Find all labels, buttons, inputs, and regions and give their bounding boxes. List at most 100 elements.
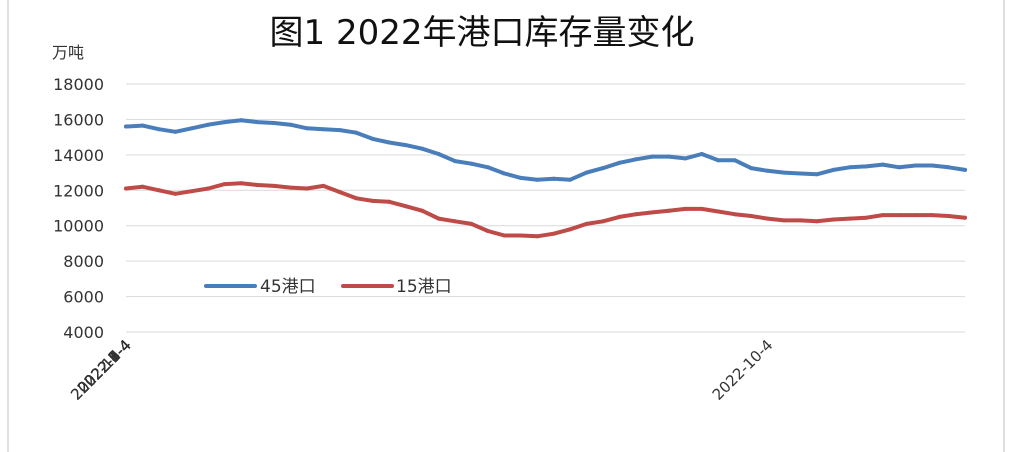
y-tick-label: 6000 (63, 288, 104, 307)
data-point (255, 120, 260, 125)
gridlines (126, 83, 965, 333)
data-point (617, 214, 622, 219)
data-point (732, 212, 737, 217)
data-point (584, 170, 589, 175)
data-point (420, 146, 425, 151)
data-point (518, 233, 523, 238)
data-point (634, 212, 638, 217)
data-point (222, 120, 227, 125)
data-point (568, 177, 573, 182)
y-tick-label: 8000 (63, 252, 104, 271)
data-point (370, 136, 375, 141)
data-point (765, 216, 770, 221)
data-point (683, 206, 688, 211)
x-tick-label: 2022-10-4 (709, 336, 777, 404)
data-point (749, 214, 754, 218)
data-point (387, 140, 392, 145)
y-axis-ticks: 4000 6000 8000 10000 12000 14000 16000 18000 (53, 75, 104, 342)
data-point (666, 208, 671, 213)
data-point (601, 166, 606, 171)
data-point (206, 186, 211, 191)
data-point (634, 157, 638, 162)
data-point (930, 163, 935, 168)
data-point (782, 218, 786, 223)
y-tick-label: 12000 (53, 181, 104, 200)
data-point (716, 209, 721, 214)
data-point (403, 143, 408, 148)
data-point (436, 216, 441, 221)
y-tick-label: 4000 (63, 323, 104, 342)
data-point (699, 152, 704, 156)
data-point (831, 217, 836, 222)
data-point (666, 154, 671, 159)
data-point (847, 216, 852, 221)
data-point (156, 188, 161, 193)
data-point (601, 219, 606, 224)
data-point (222, 182, 227, 187)
data-point (897, 213, 902, 218)
data-point (617, 160, 622, 165)
y-axis-unit: 万吨 (52, 43, 84, 62)
data-point (880, 162, 885, 167)
data-point (420, 208, 425, 213)
data-point (502, 233, 507, 238)
data-point (239, 181, 244, 186)
data-point (206, 122, 211, 127)
data-point (518, 175, 523, 180)
data-point (124, 186, 128, 191)
data-point (403, 204, 408, 209)
data-point (847, 165, 852, 170)
data-point (288, 185, 293, 190)
data-point (354, 130, 359, 135)
data-point (140, 123, 145, 128)
data-point (387, 199, 392, 204)
data-point (189, 126, 194, 131)
data-point (124, 124, 128, 129)
chart-title: 图1 2022年港口库存量变化 (270, 13, 695, 53)
y-tick-label: 14000 (53, 146, 104, 165)
data-point (551, 231, 556, 236)
data-point (321, 127, 326, 132)
data-point (354, 196, 359, 201)
data-point (814, 172, 819, 177)
data-point (880, 213, 885, 218)
data-point (255, 183, 260, 187)
data-point (963, 167, 967, 172)
data-point (485, 229, 490, 233)
data-point (288, 122, 293, 127)
data-point (321, 183, 326, 188)
legend: 45港口 15港口 (204, 277, 452, 297)
data-point (502, 171, 507, 176)
x-axis-ticks: 2022-1-42022-2-42022-3-42022-4-42022-5-4… (67, 336, 776, 404)
series-line-1 (124, 118, 967, 182)
data-point (535, 234, 540, 239)
data-point (337, 128, 342, 133)
data-point (140, 184, 145, 189)
data-point (913, 213, 918, 218)
data-point (239, 118, 244, 123)
data-point (814, 219, 819, 224)
data-point (173, 129, 178, 134)
data-point (189, 189, 194, 194)
data-point (305, 126, 309, 131)
y-tick-label: 18000 (53, 75, 104, 94)
data-point (173, 191, 178, 196)
data-point (864, 215, 869, 220)
data-point (897, 165, 902, 170)
data-point (485, 165, 490, 170)
data-point (946, 165, 951, 170)
data-point (798, 218, 803, 223)
data-point (453, 159, 457, 164)
data-point (749, 166, 754, 171)
data-point (305, 186, 309, 191)
data-point (650, 210, 655, 215)
data-point (831, 167, 836, 172)
data-point (864, 164, 869, 169)
data-point (650, 154, 655, 159)
data-point (963, 215, 967, 220)
data-point (913, 163, 918, 168)
legend-label: 45港口 (260, 277, 316, 297)
data-point (699, 206, 704, 211)
data-point (798, 171, 803, 176)
